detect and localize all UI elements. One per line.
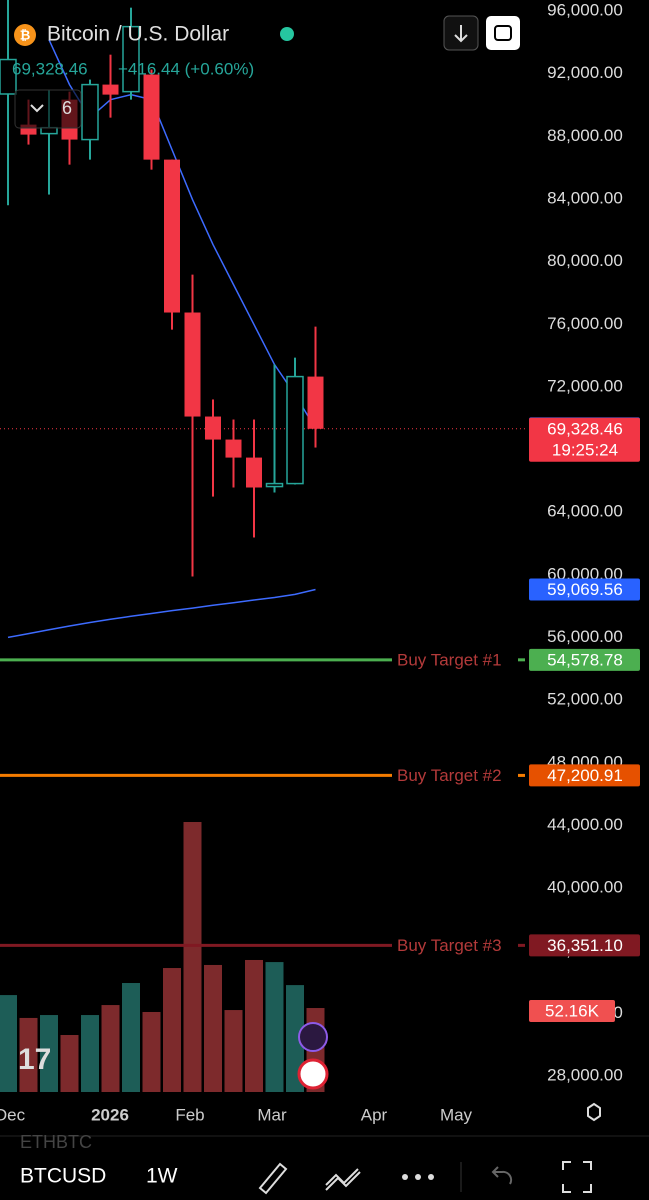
y-tick-label: 92,000.00: [547, 63, 623, 82]
y-tick-label: 64,000.00: [547, 502, 623, 521]
y-tick-label: 96,000.00: [547, 0, 623, 19]
indicator-count: 6: [62, 98, 72, 118]
symbol[interactable]: BTCUSD: [20, 1165, 106, 1188]
title: Bitcoin / U.S. Dollar: [47, 23, 229, 46]
x-tick-label: May: [440, 1105, 473, 1124]
volume-bar: [81, 1015, 99, 1092]
volume-bar: [224, 1010, 243, 1092]
price-badge-label: 36,351.10: [547, 936, 623, 955]
y-tick-label: 56,000.00: [547, 627, 623, 646]
volume-bar: [183, 822, 202, 1092]
candle-body: [164, 159, 180, 313]
change: +416.44 (+0.60%): [118, 59, 254, 78]
volume-badge-label: 52.16K: [545, 1001, 600, 1020]
candle-body: [102, 84, 119, 95]
candle-body: [20, 124, 37, 135]
candle-body: [40, 126, 58, 135]
x-tick-label: Feb: [175, 1105, 204, 1124]
y-tick-label: 40,000.00: [547, 878, 623, 897]
candle-body: [286, 375, 304, 485]
market-status: [280, 27, 294, 41]
price-line-label: Buy Target #1: [397, 650, 502, 669]
volume-bar: [142, 1011, 161, 1092]
more-dot[interactable]: [428, 1174, 434, 1180]
candle-body: [246, 457, 262, 488]
price-badge: [529, 417, 640, 462]
draw-icon[interactable]: [258, 1162, 288, 1195]
candle-body: [0, 58, 17, 95]
volume-bar: [19, 1017, 38, 1092]
y-tick-label: 44,000.00: [547, 815, 623, 834]
fullscreen-button[interactable]: [486, 16, 520, 50]
x-tick-label: 2026: [91, 1105, 129, 1124]
last-price: 69,328.46: [12, 59, 88, 78]
y-tick-label: 84,000.00: [547, 188, 623, 207]
price-badge-label: 69,328.46: [547, 419, 623, 438]
volume-bar: [204, 964, 222, 1092]
y-tick-label: 76,000.00: [547, 314, 623, 333]
x-tick-label: Dec: [0, 1105, 26, 1124]
price-line-label: Buy Target #2: [397, 766, 502, 785]
y-tick-label: 88,000.00: [547, 126, 623, 145]
countdown: 19:25:24: [552, 440, 618, 459]
candle-body: [265, 482, 284, 488]
price-badge: [529, 648, 640, 671]
candle-body: [184, 312, 201, 417]
candle-body: [225, 439, 242, 458]
price-badge-label: 54,578.78: [547, 650, 623, 669]
fullscreen-icon: [494, 25, 512, 41]
volume-bar: [0, 995, 17, 1092]
chevron: [30, 104, 44, 113]
crop-icon[interactable]: [562, 1161, 592, 1193]
candle-body: [205, 416, 221, 440]
volume-bar: [60, 1035, 79, 1092]
moving-average: [7, 588, 316, 639]
volume-bar: [40, 1015, 58, 1092]
candle-body: [143, 74, 160, 160]
tv-logo: 17: [18, 1043, 51, 1076]
drawing-tools-icon[interactable]: [325, 1168, 361, 1191]
y-tick-label: 52,000.00: [547, 690, 623, 709]
volume-bar: [265, 962, 284, 1092]
candle-body: [81, 83, 99, 141]
volume-badge: [529, 1000, 615, 1022]
y-tick-label: 28,000.00: [547, 1066, 623, 1085]
price-badge-label: 59,069.56: [547, 580, 623, 599]
footer: ETHBTC BTCUSD 1W 17: [0, 1022, 649, 1195]
candle-body: [307, 376, 324, 429]
coin-symbol: ₿: [20, 27, 31, 42]
download-icon: [454, 25, 468, 43]
more-dot[interactable]: [402, 1174, 408, 1180]
volume-bar: [101, 1005, 120, 1092]
candle-body: [122, 25, 140, 93]
price-badge: [529, 764, 640, 787]
more-dot[interactable]: [415, 1174, 421, 1180]
flag-icon[interactable]: [297, 1058, 329, 1090]
price-badge: [529, 578, 640, 601]
volume-bar: [286, 985, 304, 1092]
volume-bar: [122, 983, 140, 1092]
coin-icon: [14, 24, 36, 46]
price-badge: [529, 934, 640, 957]
x-tick-label: Apr: [361, 1105, 388, 1124]
header: ₿ Bitcoin / U.S. Dollar 69,328.46 +416.4…: [12, 15, 520, 129]
price-line-label: Buy Target #3: [397, 936, 502, 955]
ai-icon[interactable]: [298, 1022, 328, 1052]
y-tick-label: 72,000.00: [547, 376, 623, 395]
price-badge-label: 47,200.91: [547, 766, 623, 785]
volume-bar: [163, 968, 181, 1092]
interval[interactable]: 1W: [146, 1165, 178, 1188]
indicator-toggle[interactable]: [14, 89, 82, 129]
y-tick-label: 80,000.00: [547, 251, 623, 270]
settings-icon[interactable]: [587, 1102, 601, 1122]
x-tick-label: Mar: [257, 1105, 287, 1124]
undo-icon[interactable]: [491, 1166, 513, 1185]
volume-bar: [245, 959, 263, 1092]
compare-symbol: ETHBTC: [20, 1132, 92, 1152]
